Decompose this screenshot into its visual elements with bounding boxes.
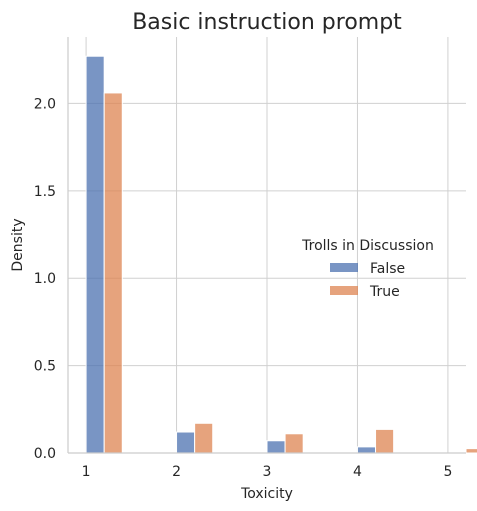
legend-label-true: True: [369, 284, 400, 300]
legend-title: Trolls in Discussion: [301, 238, 434, 254]
bar-false-4: [356, 446, 377, 454]
x-tick-label: 1: [82, 464, 91, 480]
x-tick-label: 3: [263, 464, 272, 480]
y-tick-label: 0.0: [34, 446, 56, 462]
bar-false-2: [176, 431, 196, 454]
x-axis-label: Toxicity: [240, 486, 293, 502]
bar-true-1: [103, 92, 123, 454]
y-tick-label: 0.5: [34, 359, 56, 375]
x-tick-label: 5: [443, 464, 452, 480]
legend-swatch-false: [330, 263, 358, 272]
chart-title: Basic instruction prompt: [132, 10, 402, 35]
bar-true-3: [284, 433, 304, 454]
x-tick-labels: 1 2 3 4 5: [82, 464, 453, 480]
bar-true-2: [194, 422, 214, 454]
bar-true-4: [375, 428, 395, 454]
bars: [85, 55, 477, 454]
legend-label-false: False: [370, 261, 405, 277]
y-tick-labels: 0.0 0.5 1.0 1.5 2.0: [34, 96, 56, 462]
x-tick-label: 4: [353, 464, 362, 480]
y-axis-label: Density: [10, 218, 26, 271]
bar-false-1: [85, 55, 105, 454]
x-tick-label: 2: [172, 464, 181, 480]
bar-false-3: [266, 440, 286, 454]
y-tick-label: 1.5: [34, 184, 56, 200]
y-tick-label: 2.0: [34, 96, 56, 112]
legend: Trolls in Discussion False True: [301, 238, 434, 300]
bar-true-5: [465, 448, 477, 454]
y-tick-label: 1.0: [34, 271, 56, 287]
legend-swatch-true: [330, 286, 358, 295]
